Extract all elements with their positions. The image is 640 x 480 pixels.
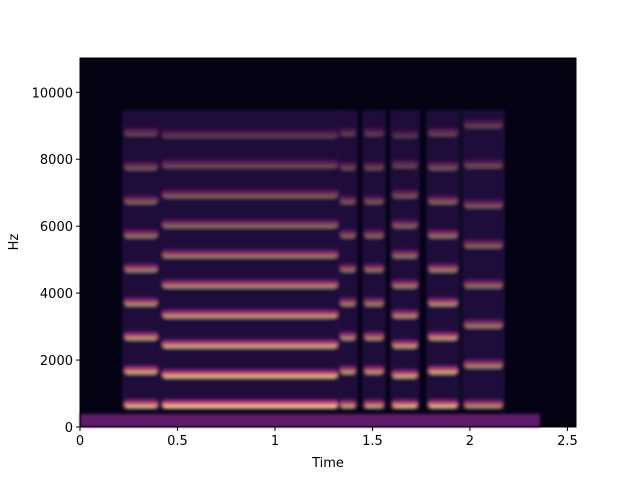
texture-band bbox=[464, 399, 503, 408]
texture-band bbox=[364, 229, 384, 238]
texture-band bbox=[464, 159, 503, 168]
texture-band bbox=[340, 365, 356, 374]
texture-band bbox=[426, 110, 460, 410]
texture-band bbox=[124, 331, 158, 340]
texture-band bbox=[162, 219, 338, 228]
texture-band bbox=[362, 110, 386, 410]
texture-band bbox=[340, 127, 356, 136]
texture-band bbox=[124, 127, 158, 136]
texture-band bbox=[162, 309, 338, 318]
texture-band bbox=[162, 339, 338, 348]
plot-frame bbox=[79, 57, 577, 428]
texture-band bbox=[390, 110, 420, 410]
texture-band bbox=[428, 297, 458, 306]
y-tick-label: 6000 bbox=[40, 220, 73, 235]
texture-band bbox=[124, 161, 158, 170]
x-tick-label: 0.5 bbox=[167, 434, 188, 449]
texture-band bbox=[392, 309, 418, 318]
texture-band bbox=[340, 229, 356, 238]
texture-band bbox=[464, 319, 503, 328]
x-axis-label: Time bbox=[311, 456, 344, 471]
texture-band bbox=[428, 161, 458, 170]
texture-band bbox=[162, 249, 338, 258]
texture-band bbox=[162, 189, 338, 198]
texture-band bbox=[124, 195, 158, 204]
texture-band bbox=[464, 239, 503, 248]
x-tick-label: 0 bbox=[76, 434, 84, 449]
y-tick-label: 0 bbox=[65, 421, 73, 436]
texture-band bbox=[124, 263, 158, 272]
y-tick-label: 10000 bbox=[32, 86, 73, 101]
texture-band bbox=[364, 195, 384, 204]
texture-band bbox=[160, 110, 340, 410]
texture-band bbox=[364, 297, 384, 306]
spectrogram-texture bbox=[80, 110, 540, 427]
texture-band bbox=[464, 359, 503, 368]
texture-band bbox=[364, 263, 384, 272]
texture-band bbox=[428, 127, 458, 136]
texture-band bbox=[162, 279, 338, 288]
texture-band bbox=[392, 339, 418, 348]
texture-band bbox=[162, 129, 338, 138]
y-axis-label: Hz bbox=[7, 234, 22, 251]
texture-band bbox=[364, 365, 384, 374]
y-tick-label: 2000 bbox=[40, 354, 73, 369]
texture-band bbox=[124, 365, 158, 374]
texture-band bbox=[392, 129, 418, 138]
texture-band bbox=[122, 110, 160, 410]
texture-band bbox=[162, 159, 338, 168]
texture-band bbox=[124, 297, 158, 306]
texture-band bbox=[162, 369, 338, 378]
texture-band bbox=[340, 399, 356, 408]
texture-band bbox=[392, 219, 418, 228]
texture-band bbox=[340, 195, 356, 204]
y-tick-label: 8000 bbox=[40, 153, 73, 168]
texture-band bbox=[364, 161, 384, 170]
x-tick-label: 1 bbox=[271, 434, 279, 449]
texture-band bbox=[392, 369, 418, 378]
texture-band bbox=[340, 331, 356, 340]
texture-band bbox=[364, 331, 384, 340]
texture-band bbox=[428, 365, 458, 374]
texture-band bbox=[464, 119, 503, 128]
texture-band bbox=[464, 199, 503, 208]
texture-band bbox=[428, 399, 458, 408]
texture-band bbox=[428, 229, 458, 238]
texture-band bbox=[124, 229, 158, 238]
texture-band bbox=[392, 399, 418, 408]
texture-band bbox=[392, 189, 418, 198]
texture-band bbox=[428, 331, 458, 340]
texture-band bbox=[428, 263, 458, 272]
x-tick-label: 2 bbox=[466, 434, 474, 449]
x-tick-label: 1.5 bbox=[362, 434, 383, 449]
texture-band bbox=[340, 161, 356, 170]
texture-band bbox=[80, 414, 540, 427]
texture-band bbox=[392, 249, 418, 258]
texture-band bbox=[340, 297, 356, 306]
texture-band bbox=[392, 159, 418, 168]
texture-band bbox=[364, 127, 384, 136]
texture-band bbox=[464, 279, 503, 288]
texture-band bbox=[428, 195, 458, 204]
texture-band bbox=[392, 279, 418, 288]
texture-band bbox=[340, 263, 356, 272]
y-tick-label: 4000 bbox=[40, 287, 73, 302]
texture-band bbox=[162, 399, 338, 408]
texture-band bbox=[124, 399, 158, 408]
x-tick-label: 2.5 bbox=[557, 434, 578, 449]
texture-band bbox=[364, 399, 384, 408]
